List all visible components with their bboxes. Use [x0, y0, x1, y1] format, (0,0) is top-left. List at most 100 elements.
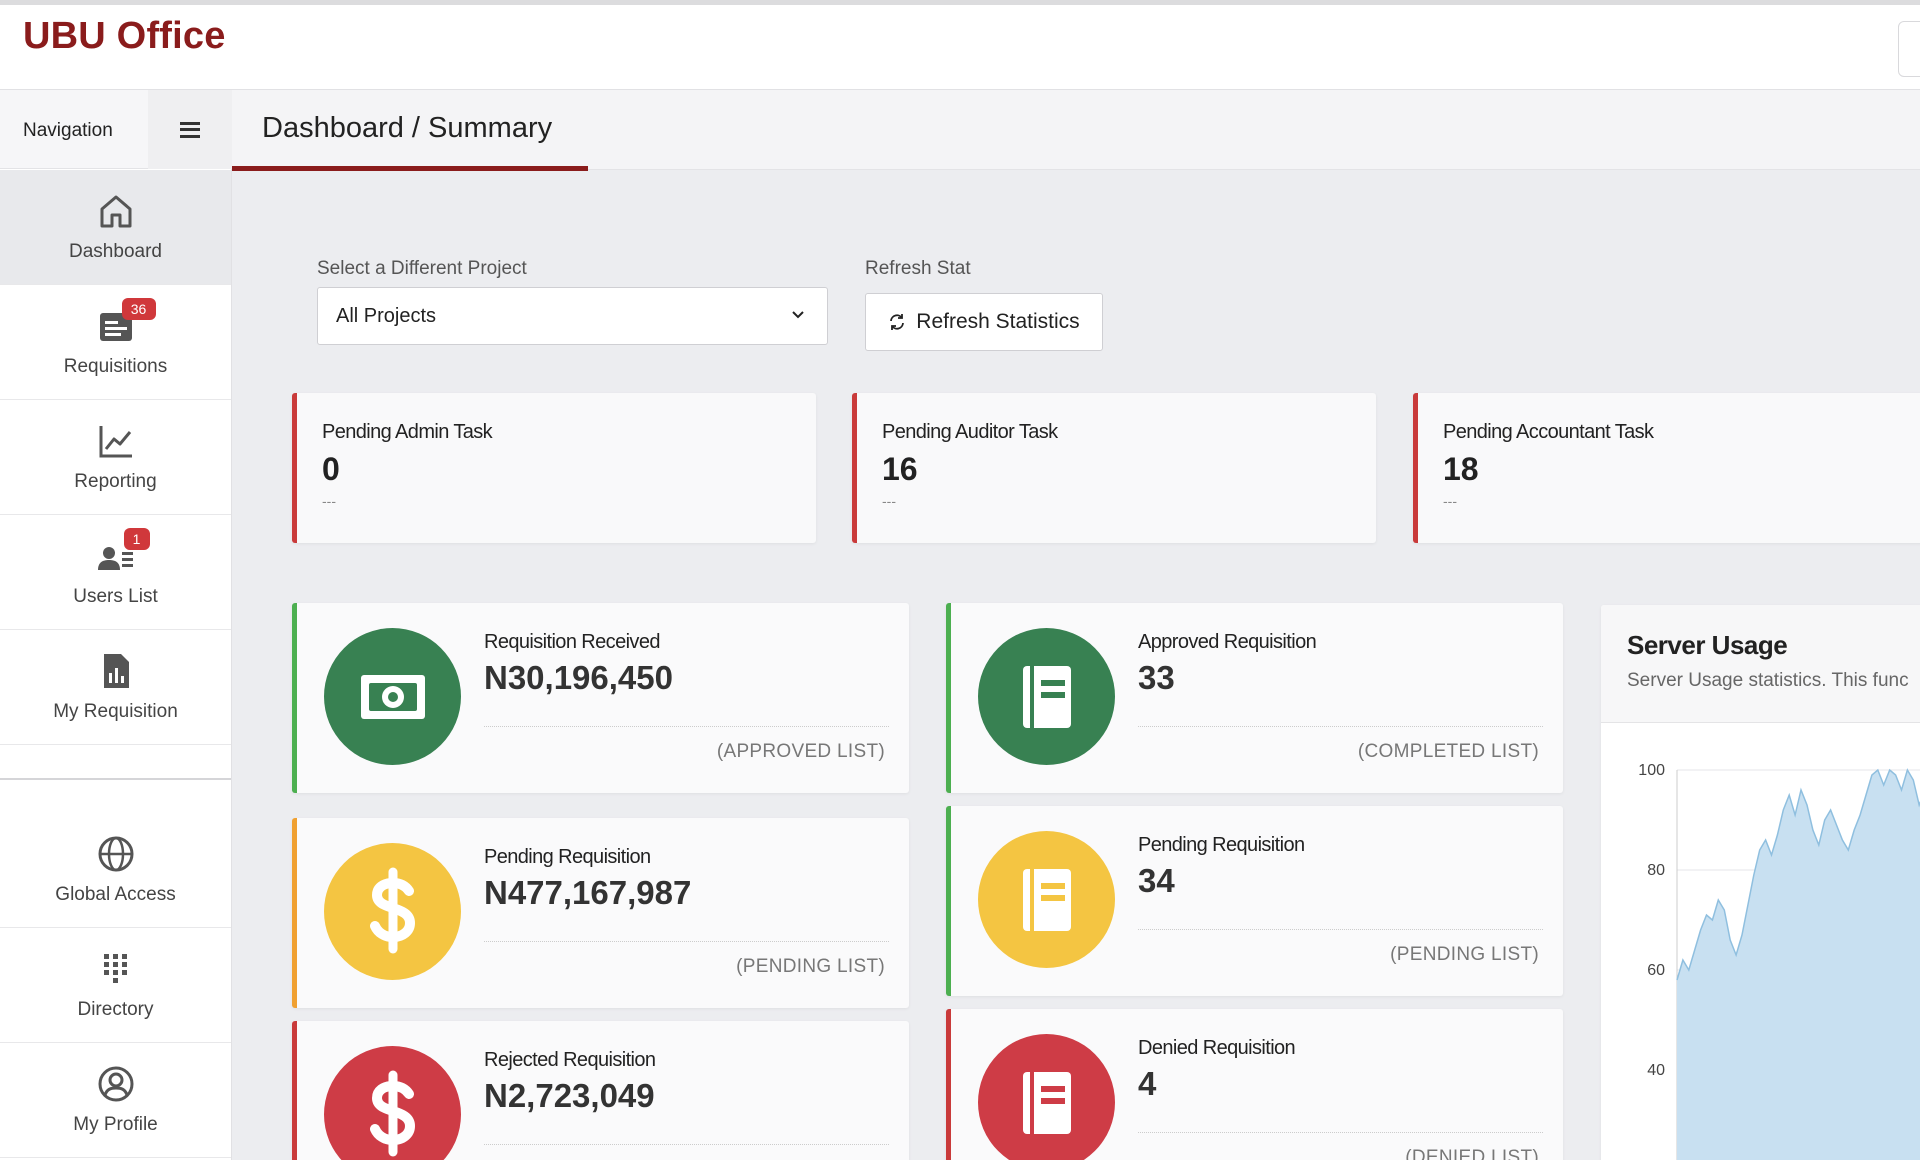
approved-list-link[interactable]: (APPROVED LIST)	[716, 741, 885, 762]
sidebar: Navigation Dashboard 36 Requisitions Rep…	[0, 90, 232, 1160]
stat-value: 34	[1138, 862, 1175, 899]
task-value: 18	[1443, 451, 1479, 487]
stat-title: Requisition Received	[484, 631, 660, 653]
divider	[1138, 1132, 1543, 1133]
stat-title: Approved Requisition	[1138, 631, 1317, 653]
server-usage-title: Server Usage	[1627, 630, 1788, 660]
globe-icon	[96, 834, 136, 874]
stat-card-approved-requisition: Approved Requisition 33 (COMPLETED LIST)	[946, 603, 1563, 793]
money-bill-icon	[324, 628, 461, 765]
grid-dots-icon	[96, 949, 136, 989]
server-usage-header: Server Usage Server Usage statistics. Th…	[1601, 605, 1920, 723]
task-title: Pending Admin Task	[322, 421, 493, 443]
home-icon	[96, 191, 136, 231]
stat-card-requisition-received: Requisition Received N30,196,450 (APPROV…	[292, 603, 909, 793]
user-circle-icon	[96, 1064, 136, 1104]
divider	[1138, 929, 1543, 930]
divider	[484, 1144, 889, 1145]
sidebar-item-label: Requisitions	[63, 356, 168, 377]
y-tick-label: 100	[1638, 762, 1665, 779]
brand-logo[interactable]: UBU Office	[23, 15, 226, 57]
divider	[1138, 726, 1543, 727]
pending-list-link[interactable]: (PENDING LIST)	[1390, 944, 1539, 965]
sidebar-item-label: Users List	[73, 586, 158, 607]
refresh-button-label: Refresh Statistics	[916, 310, 1080, 333]
dollar-icon	[324, 1046, 461, 1160]
divider	[484, 941, 889, 942]
task-value: 0	[322, 451, 340, 487]
sidebar-divider	[0, 778, 231, 780]
requisitions-icon: 36	[96, 298, 156, 346]
stat-card-pending-requisition-amount: Pending Requisition N477,167,987 (PENDIN…	[292, 818, 909, 1008]
sidebar-item-users-list[interactable]: 1 Users List	[0, 515, 231, 630]
stat-title: Denied Requisition	[1138, 1037, 1296, 1059]
title-underline	[232, 166, 588, 171]
stat-card-denied-requisition: Denied Requisition 4 (DENIED LIST)	[946, 1009, 1563, 1160]
stat-title: Pending Requisition	[484, 846, 651, 868]
refresh-statistics-button[interactable]: Refresh Statistics	[865, 293, 1103, 351]
completed-list-link[interactable]: (COMPLETED LIST)	[1357, 741, 1539, 762]
task-value: 16	[882, 451, 918, 487]
book-icon	[978, 1034, 1115, 1160]
users-list-icon: 1	[96, 528, 150, 576]
task-title: Pending Auditor Task	[882, 421, 1058, 443]
divider	[484, 726, 889, 727]
task-card-accountant[interactable]: Pending Accountant Task 18 ---	[1413, 393, 1920, 543]
usage-line	[1676, 768, 1920, 981]
project-select-value: All Projects	[336, 305, 437, 327]
stat-title: Rejected Requisition	[484, 1049, 656, 1071]
task-title: Pending Accountant Task	[1443, 421, 1654, 443]
menu-toggle-button[interactable]	[148, 90, 232, 169]
page-title: Dashboard / Summary	[262, 112, 553, 144]
usage-area	[1677, 770, 1920, 1160]
stat-value: 4	[1138, 1065, 1157, 1102]
sidebar-item-label: Dashboard	[69, 241, 162, 262]
sidebar-item-directory[interactable]: Directory	[0, 928, 231, 1043]
top-right-control[interactable]	[1898, 21, 1920, 77]
file-report-icon	[96, 651, 136, 691]
nav-header: Navigation	[0, 90, 232, 169]
chevron-down-icon	[792, 311, 804, 319]
sidebar-item-my-requisition[interactable]: My Requisition	[0, 630, 231, 745]
dollar-icon	[324, 843, 461, 980]
y-tick-label: 80	[1647, 862, 1665, 879]
task-card-admin[interactable]: Pending Admin Task 0 ---	[292, 393, 816, 543]
sidebar-item-label: Reporting	[74, 471, 157, 492]
users-list-badge: 1	[123, 528, 150, 550]
denied-list-link[interactable]: (DENIED LIST)	[1405, 1147, 1539, 1160]
sidebar-item-label: Directory	[77, 999, 154, 1020]
task-subtext: ---	[882, 493, 896, 509]
sidebar-item-my-profile[interactable]: My Profile	[0, 1043, 231, 1158]
sidebar-item-label: Global Access	[55, 884, 176, 905]
stat-value: N2,723,049	[484, 1077, 655, 1114]
chart-line-icon	[96, 421, 136, 461]
y-tick-label: 60	[1647, 962, 1665, 979]
y-tick-label: 40	[1647, 1062, 1665, 1079]
task-subtext: ---	[322, 493, 336, 509]
sidebar-item-global-access[interactable]: Global Access	[0, 813, 231, 928]
server-usage-subtitle: Server Usage statistics. This func	[1627, 670, 1909, 691]
project-select[interactable]: All Projects	[317, 287, 828, 345]
stat-value: N30,196,450	[484, 659, 673, 696]
project-select-label: Select a Different Project	[317, 258, 527, 279]
stat-title: Pending Requisition	[1138, 834, 1305, 856]
task-card-auditor[interactable]: Pending Auditor Task 16 ---	[852, 393, 1376, 543]
top-border	[0, 0, 1920, 5]
hamburger-icon	[180, 121, 200, 138]
sidebar-item-reporting[interactable]: Reporting	[0, 400, 231, 515]
book-icon	[978, 831, 1115, 968]
book-icon	[978, 628, 1115, 765]
nav-header-label: Navigation	[23, 120, 113, 141]
server-usage-chart: 10080604020	[1638, 762, 1920, 1160]
page-header: Dashboard / Summary	[232, 90, 1920, 171]
stat-value: N477,167,987	[484, 874, 692, 911]
sidebar-item-dashboard[interactable]: Dashboard	[0, 170, 231, 285]
stat-card-rejected-requisition: Rejected Requisition N2,723,049	[292, 1021, 909, 1160]
refresh-stat-label: Refresh Stat	[865, 258, 971, 279]
pending-list-link[interactable]: (PENDING LIST)	[736, 956, 885, 977]
sidebar-item-requisitions[interactable]: 36 Requisitions	[0, 285, 231, 400]
requisitions-badge: 36	[121, 298, 156, 320]
stat-card-pending-requisition-count: Pending Requisition 34 (PENDING LIST)	[946, 806, 1563, 996]
stat-value: 33	[1138, 659, 1175, 696]
top-bar: UBU Office	[0, 5, 1920, 90]
